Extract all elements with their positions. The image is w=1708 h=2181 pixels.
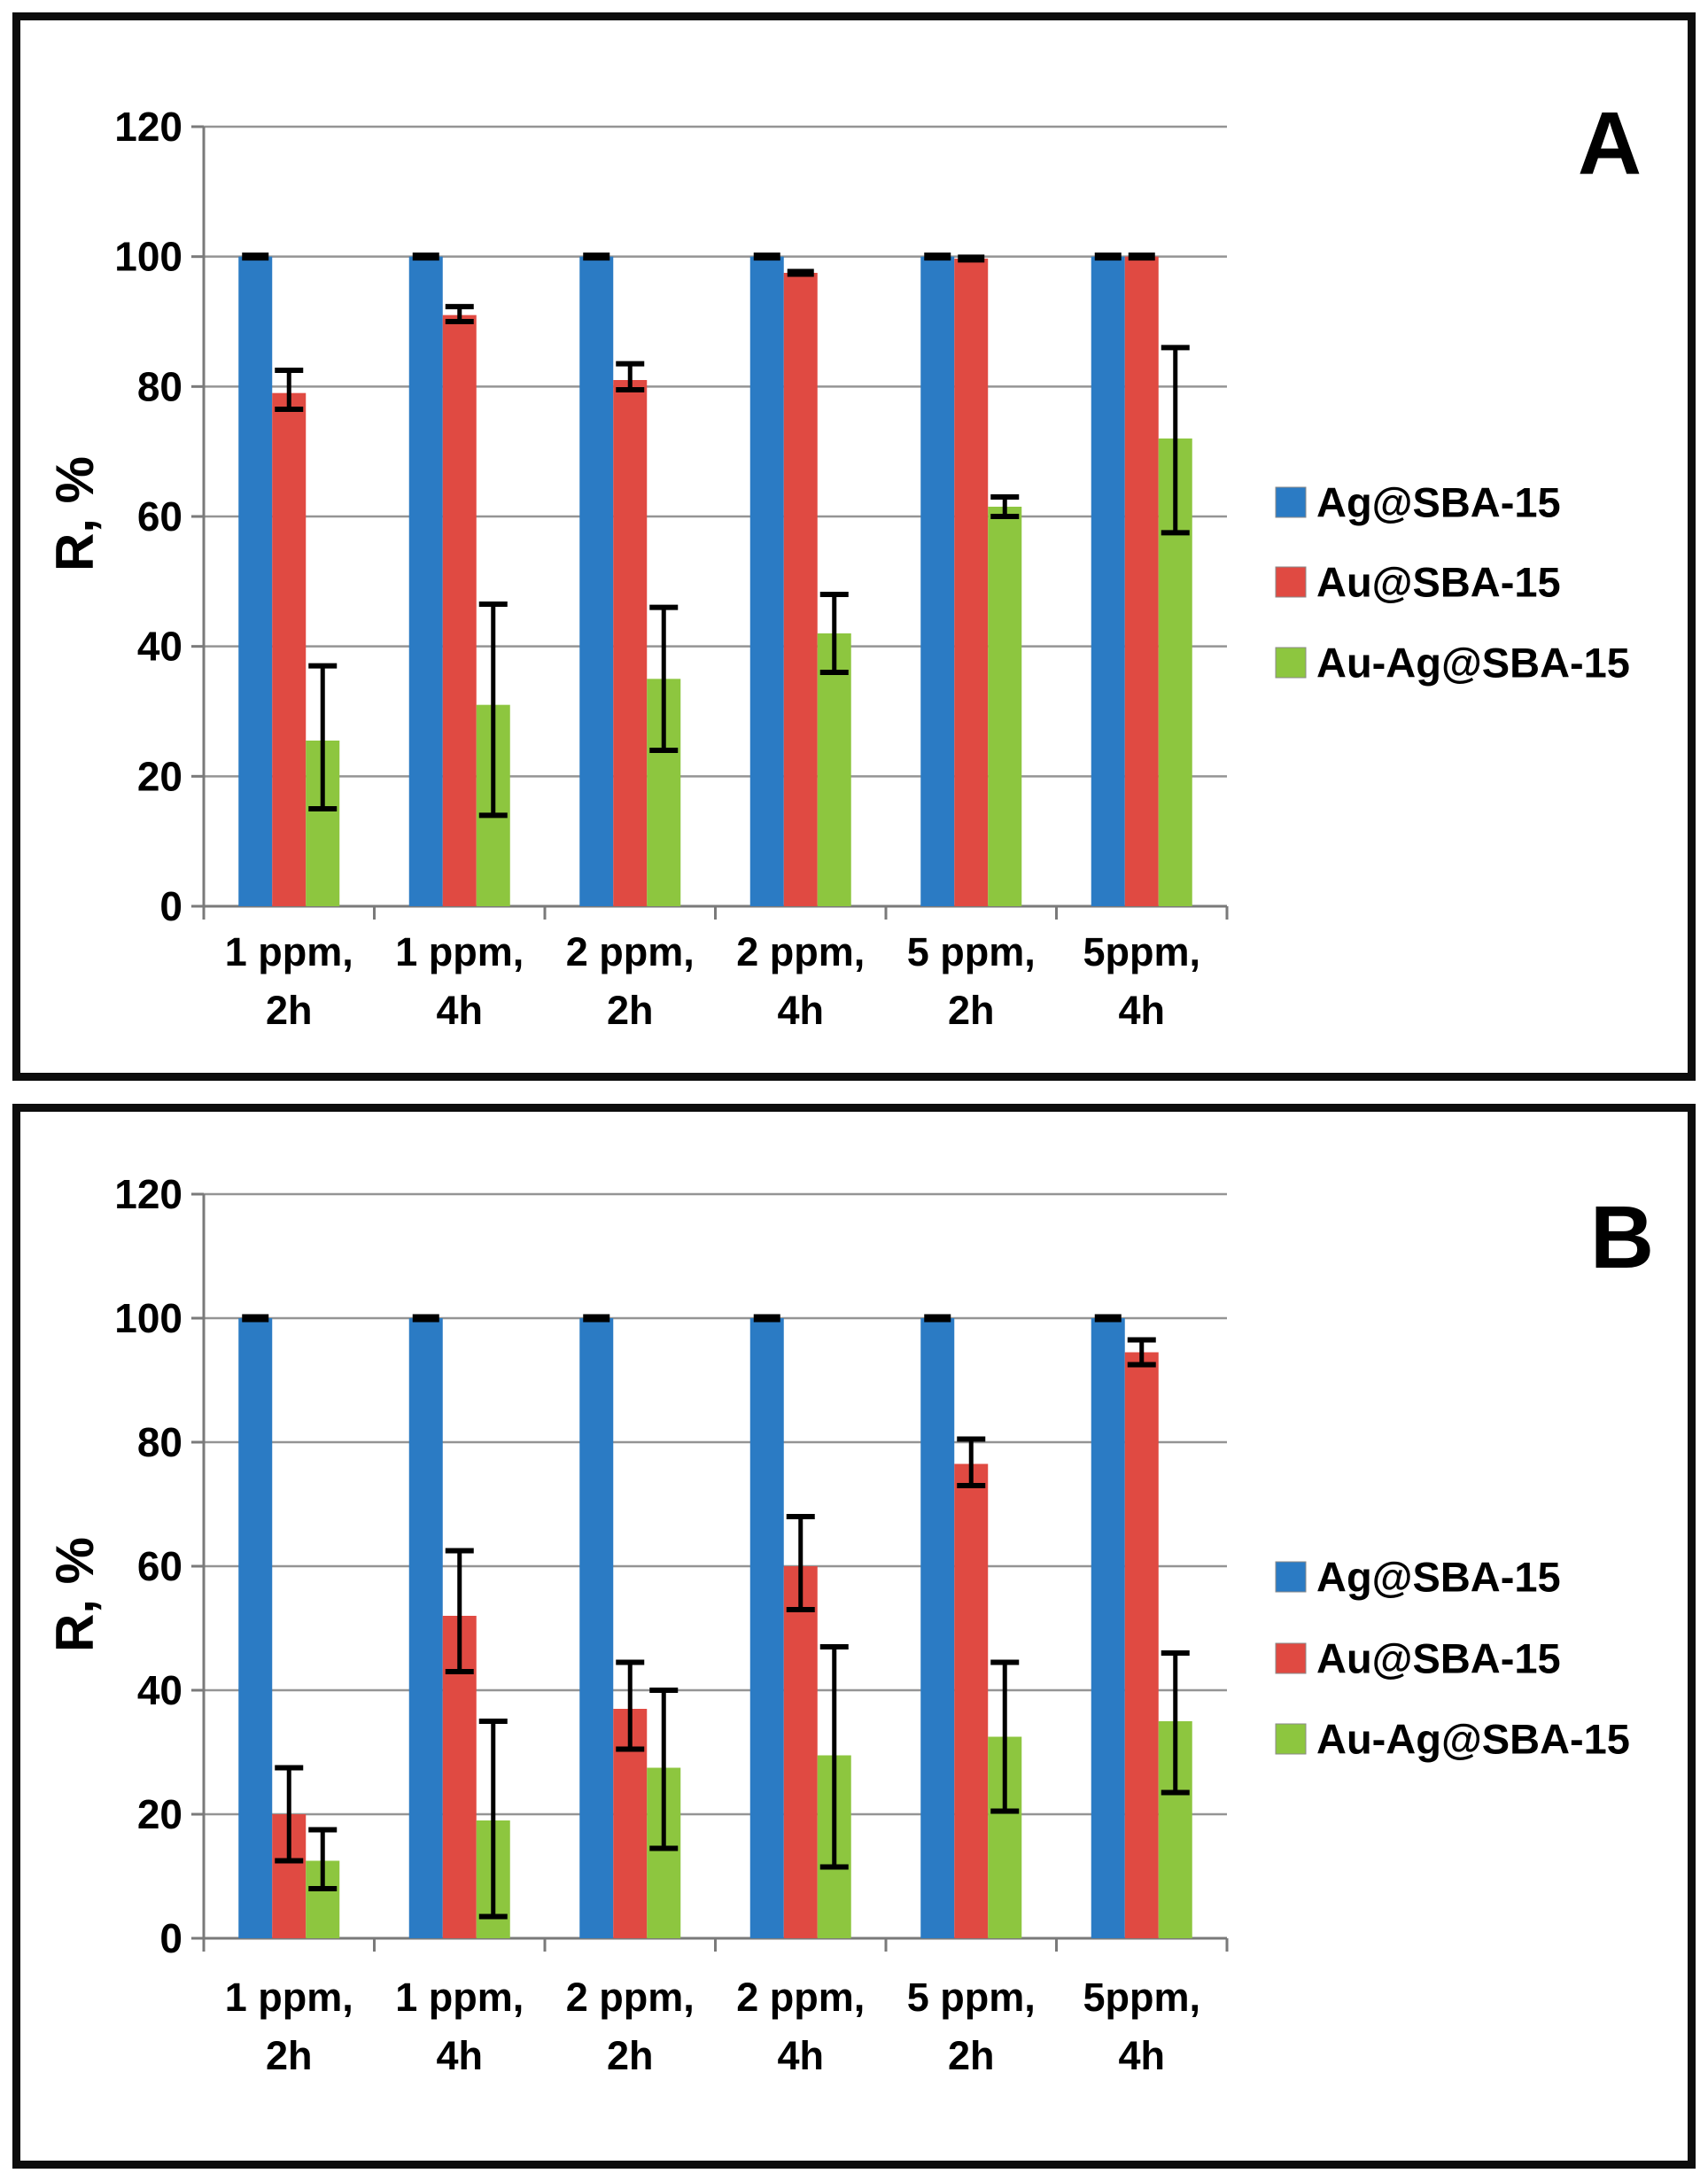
x-category-label-g3-line1: 2 ppm, — [566, 1975, 695, 2020]
x-category-label-g3-line2: 2h — [607, 988, 654, 1033]
bar-Au@SBA-15-g5 — [954, 1463, 989, 1938]
bar-Au@SBA-15-g3 — [613, 380, 648, 906]
x-category-label-g5-line2: 2h — [948, 988, 995, 1033]
y-tick-label-60: 60 — [137, 1543, 182, 1589]
x-category-label-g4-line1: 2 ppm, — [736, 1975, 865, 2020]
panel-letter-A: A — [1578, 94, 1642, 193]
x-category-label-g2-line1: 1 ppm, — [395, 929, 524, 974]
bar-Au@SBA-15-g1 — [272, 392, 307, 907]
bar-Ag@SBA-15-g1 — [238, 256, 273, 907]
x-category-label-g6-line2: 4h — [1118, 2033, 1165, 2078]
x-category-label-g5-line2: 2h — [948, 2033, 995, 2078]
legend-swatch-Au@SBA-15 — [1275, 566, 1307, 598]
y-tick-label-0: 0 — [159, 883, 182, 929]
x-category-label-g1-line1: 1 ppm, — [225, 1975, 353, 2020]
x-category-label-g3-line2: 2h — [607, 2033, 654, 2078]
legend-swatch-Au-Ag@SBA-15 — [1275, 647, 1307, 679]
bar-Au@SBA-15-g2 — [442, 314, 477, 907]
y-tick-label-120: 120 — [114, 1171, 182, 1217]
y-tick-label-80: 80 — [137, 1419, 182, 1465]
legend-label-Au@SBA-15: Au@SBA-15 — [1316, 1635, 1561, 1682]
y-axis-title: R, % — [45, 1537, 105, 1652]
bar-Au@SBA-15-g6 — [1124, 1352, 1159, 1938]
y-tick-label-60: 60 — [137, 493, 182, 539]
legend-label-Au-Ag@SBA-15: Au-Ag@SBA-15 — [1316, 640, 1630, 687]
bar-Ag@SBA-15-g4 — [749, 1318, 784, 1938]
chart-B-svg: 0 20 40 60 80 100 120 1 ppm, 2h 1 ppm, 4h 2 ppm, 2h 2… — [45, 1171, 1654, 2078]
bar-Ag@SBA-15-g3 — [579, 256, 614, 907]
y-tick-label-40: 40 — [137, 1667, 182, 1713]
bar-Au-Ag@SBA-15-g4 — [817, 633, 851, 906]
x-category-label-g1-line1: 1 ppm, — [225, 929, 353, 974]
x-category-label-g6-line2: 4h — [1118, 988, 1165, 1033]
legend-swatch-Au@SBA-15 — [1275, 1642, 1307, 1674]
panel-letter-B: B — [1590, 1188, 1654, 1287]
panel-a: 0 20 40 60 80 100 120 1 ppm, 2h 1 ppm, 4h 2 ppm, 2h 2… — [12, 12, 1696, 1081]
x-category-label-g6-line1: 5ppm, — [1083, 929, 1200, 974]
bar-Au@SBA-15-g4 — [783, 1566, 818, 1938]
panel-b: 0 20 40 60 80 100 120 1 ppm, 2h 1 ppm, 4h 2 ppm, 2h 2… — [12, 1104, 1696, 2169]
chart-A-svg: 0 20 40 60 80 100 120 1 ppm, 2h 1 ppm, 4h 2 ppm, 2h 2… — [45, 94, 1642, 1033]
x-category-label-g1-line2: 2h — [266, 988, 313, 1033]
legend-swatch-Ag@SBA-15 — [1275, 486, 1307, 518]
y-tick-label-20: 20 — [137, 1791, 182, 1837]
x-category-label-g5-line1: 5 ppm, — [907, 1975, 1036, 2020]
x-category-label-g1-line2: 2h — [266, 2033, 313, 2078]
bar-Ag@SBA-15-g6 — [1091, 1318, 1125, 1938]
x-category-label-g5-line1: 5 ppm, — [907, 929, 1036, 974]
x-category-label-g6-line1: 5ppm, — [1083, 1975, 1200, 2020]
x-category-label-g4-line2: 4h — [777, 2033, 824, 2078]
bar-Ag@SBA-15-g4 — [749, 256, 784, 907]
legend-swatch-Au-Ag@SBA-15 — [1275, 1723, 1307, 1755]
bar-Ag@SBA-15-g2 — [408, 256, 443, 907]
y-axis-title: R, % — [45, 456, 105, 571]
y-tick-label-100: 100 — [114, 1295, 182, 1341]
bar-Ag@SBA-15-g3 — [579, 1318, 614, 1938]
bar-Au@SBA-15-g5 — [954, 258, 989, 906]
bar-Ag@SBA-15-g5 — [920, 1318, 955, 1938]
bar-Au@SBA-15-g4 — [783, 273, 818, 906]
y-tick-label-120: 120 — [114, 104, 182, 150]
x-category-label-g4-line2: 4h — [777, 988, 824, 1033]
y-tick-label-80: 80 — [137, 363, 182, 409]
x-category-label-g4-line1: 2 ppm, — [736, 929, 865, 974]
legend-label-Au-Ag@SBA-15: Au-Ag@SBA-15 — [1316, 1716, 1630, 1763]
bar-Ag@SBA-15-g6 — [1091, 256, 1125, 907]
bar-Ag@SBA-15-g5 — [920, 256, 955, 907]
y-tick-label-40: 40 — [137, 624, 182, 670]
bar-Au-Ag@SBA-15-g5 — [988, 507, 1022, 906]
legend-swatch-Ag@SBA-15 — [1275, 1561, 1307, 1593]
bar-Ag@SBA-15-g2 — [408, 1318, 443, 1938]
x-category-label-g2-line2: 4h — [436, 2033, 483, 2078]
legend-label-Ag@SBA-15: Ag@SBA-15 — [1316, 1554, 1561, 1601]
bar-Au@SBA-15-g6 — [1124, 256, 1159, 907]
y-tick-label-20: 20 — [137, 753, 182, 799]
legend-label-Au@SBA-15: Au@SBA-15 — [1316, 559, 1561, 606]
x-category-label-g2-line2: 4h — [436, 988, 483, 1033]
legend-label-Ag@SBA-15: Ag@SBA-15 — [1316, 479, 1561, 526]
x-category-label-g2-line1: 1 ppm, — [395, 1975, 524, 2020]
x-category-label-g3-line1: 2 ppm, — [566, 929, 695, 974]
bar-Ag@SBA-15-g1 — [238, 1318, 273, 1938]
y-tick-label-100: 100 — [114, 234, 182, 280]
y-tick-label-0: 0 — [159, 1915, 182, 1961]
